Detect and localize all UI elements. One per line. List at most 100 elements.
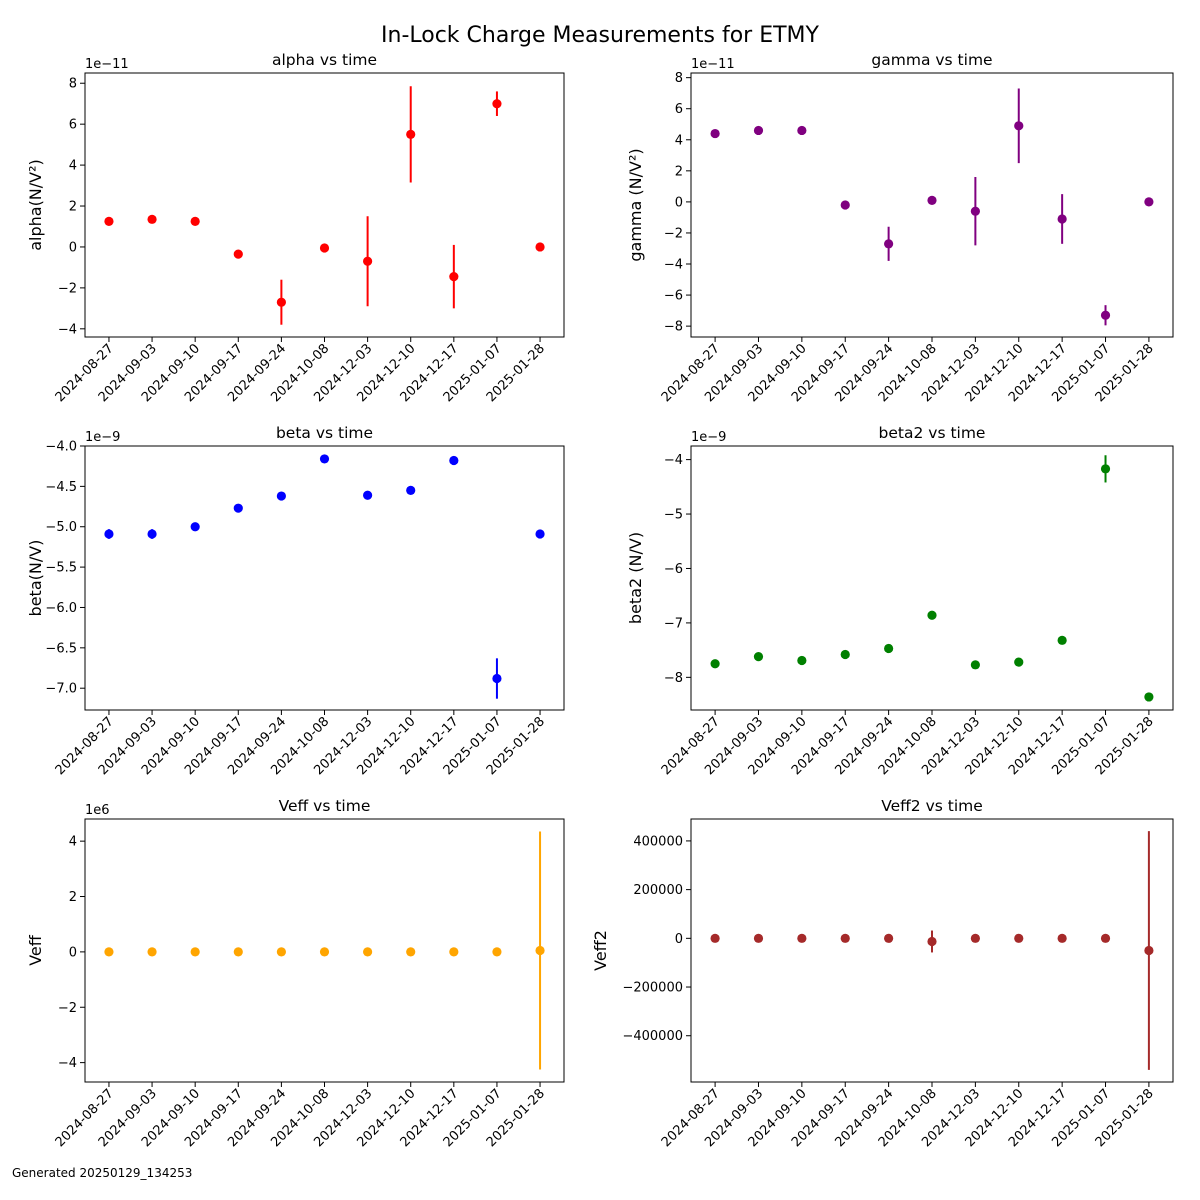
beta-data-point [276,491,286,501]
veff-data-point [319,947,330,957]
beta2-ytick-label: −5 [664,508,683,523]
beta-axes-frame [84,445,565,711]
gamma-ytick-label: 0 [675,195,683,210]
figure-footer: Generated 20250129_134253 [12,1166,192,1180]
veff-ytick-label: 2 [69,890,77,905]
veff2-data-point [710,933,720,943]
veff2-data-point [970,933,980,943]
veff-ytick-label: −2 [58,1001,77,1016]
veff2-data-point [753,933,764,943]
alpha-ytick-label: 8 [69,77,77,92]
alpha-axes-frame [84,72,565,338]
gamma-data-point [797,125,807,136]
alpha-data-point [104,216,114,226]
veff-ytick-label: −4 [58,1056,77,1071]
beta-offset-label: 1e−9 [85,430,120,445]
veff-data-point [492,947,502,957]
alpha-data-point [449,272,459,282]
beta-ytick-label: −5.5 [45,561,77,576]
beta-data-point [104,529,114,539]
gamma-data-point [1144,197,1154,207]
alpha-data-point [406,129,416,139]
alpha-ylabel: alpha(N/V²) [26,159,45,251]
veff2-title: Veff2 vs time [881,797,983,815]
beta-ytick-label: −6.0 [45,601,77,616]
beta-subplot: beta vs time 1e−9 −7.0 −6.5 −6.0 −5.5 −5.0 −4.5… [26,424,565,778]
gamma-data-point [1014,121,1024,131]
beta-ylabel: beta(N/V) [26,540,45,617]
alpha-offset-label: 1e−11 [85,57,129,72]
gamma-ytick-label: −2 [664,226,683,241]
gamma-axes-frame [690,72,1174,338]
veff-title: Veff vs time [279,797,371,815]
beta2-data-point [840,649,850,660]
veff2-data-point [884,933,894,943]
beta2-data-point [1057,635,1067,645]
beta2-data-point [1100,464,1111,474]
gamma-data-point [840,200,850,210]
gamma-ytick-label: 6 [675,102,683,117]
beta2-data-point [797,655,807,666]
beta-ytick-label: −5.0 [45,520,77,535]
beta2-data-point [1144,692,1154,702]
veff-subplot: Veff vs time1e6−4−2024Veff2024-08-272024… [26,797,565,1150]
gamma-ytick-label: 4 [675,133,683,148]
alpha-data-point [492,99,502,109]
veff-ytick-label: 4 [69,835,77,850]
beta2-data-point [884,643,894,654]
alpha-data-point [190,216,200,226]
beta2-ytick-label: −4 [664,453,683,468]
veff-data-point [363,947,373,957]
gamma-data-point [1057,214,1067,224]
beta2-data-point [970,660,980,670]
beta2-offset-label: 1e−9 [691,430,726,445]
veff-data-point [449,947,459,957]
beta-title: beta vs time [276,424,373,442]
beta-data-point [319,454,330,464]
beta-ytick-label: −4.5 [45,480,77,495]
veff-data-point [147,947,157,957]
beta2-data-point [927,610,937,620]
alpha-ytick-label: 6 [69,118,77,133]
beta2-ytick-label: −7 [664,616,683,631]
beta-data-point [406,485,416,496]
figure-title: In-Lock Charge Measurements for ETMY [381,23,820,48]
beta2-axes-frame [690,445,1174,711]
beta2-data-point [1014,657,1024,667]
beta-data-point [492,673,502,684]
veff-offset-label: 1e6 [85,803,110,818]
veff2-ytick-label: −400000 [622,1029,683,1044]
beta-data-point [190,522,200,532]
beta-data-point [449,455,459,466]
alpha-ytick-label: −4 [58,322,77,337]
beta-ytick-label: −6.5 [45,641,77,656]
beta-data-point [233,503,243,513]
beta2-data-point [710,659,720,669]
veff-data-point [104,947,114,957]
veff2-ytick-label: 0 [675,932,683,947]
veff2-ytick-label: −200000 [622,981,683,996]
beta-data-point [363,490,373,500]
gamma-ylabel: gamma (N/V²) [626,148,645,261]
veff2-data-point [840,933,850,943]
veff2-data-point [927,936,937,947]
gamma-ytick-label: 2 [675,164,683,179]
alpha-data-point [276,297,286,307]
veff-data-point [406,947,416,957]
veff2-subplot: Veff2 vs time −400000 −200000 0 200000 400000… [591,797,1174,1150]
veff-data-point [535,945,545,956]
veff-ylabel: Veff [26,934,45,966]
beta2-title: beta2 vs time [879,424,986,442]
veff2-data-point [1144,945,1154,956]
alpha-ytick-label: −2 [58,281,77,296]
subplot-grid: alpha vs time1e−11−4−202468alpha(N/V²)20… [26,51,1174,1150]
alpha-subplot: alpha vs time1e−11−4−202468alpha(N/V²)20… [26,51,565,405]
gamma-data-point [970,206,980,216]
veff2-data-point [1057,933,1067,943]
veff-data-point [190,947,200,957]
beta2-ylabel: beta2 (N/V) [626,532,645,624]
beta-data-point [535,529,545,539]
gamma-subplot: gamma vs time 1e−11 −8 −6 −4 −2 0 2 4 6 8 gamma (N/… [626,51,1174,405]
